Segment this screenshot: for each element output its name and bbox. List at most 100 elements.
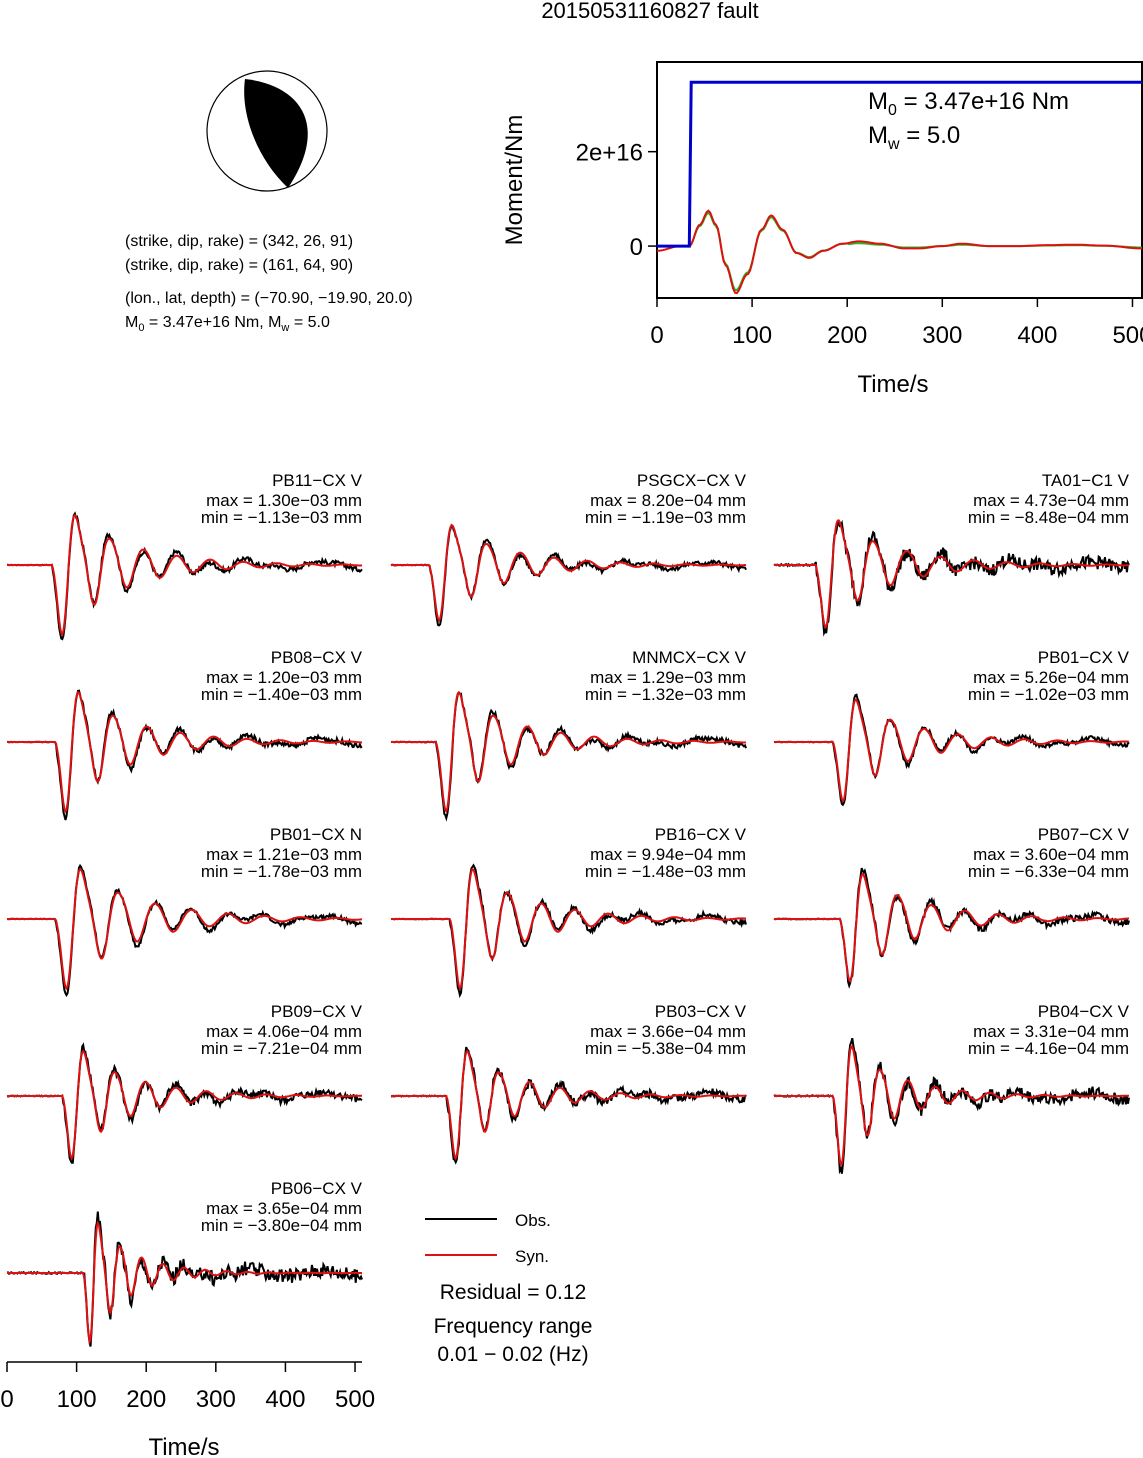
moment-x-tick-label: 0	[650, 322, 663, 349]
moment-rate-red-curve	[656, 209, 1142, 295]
moment-magnitude-line: M0 = 3.47e+16 Nm, Mw = 5.0	[125, 314, 330, 334]
observed-trace	[6, 1042, 363, 1164]
moment-x-tick-label: 500	[1112, 322, 1143, 349]
station-name: PB07−CX V	[1038, 825, 1130, 844]
station-max: max = 4.06e−04 mm	[206, 1022, 362, 1041]
moment-x-tick-label: 300	[922, 322, 962, 349]
synthetic-trace	[774, 519, 1130, 629]
observed-trace	[6, 863, 363, 998]
waveform-x-tick-label: 300	[196, 1386, 236, 1413]
synthetic-trace	[391, 867, 747, 991]
legend: Obs. Syn. Residual = 0.12 Frequency rang…	[425, 1211, 592, 1366]
station-max: max = 1.20e−03 mm	[206, 668, 362, 687]
station-name: PB04−CX V	[1038, 1002, 1130, 1021]
observed-trace	[773, 1037, 1130, 1175]
moment-y-tick-label: 0	[630, 234, 643, 261]
location-depth: (lon., lat, depth) = (−70.90, −19.90, 20…	[125, 290, 413, 307]
station-name: PB08−CX V	[271, 648, 363, 667]
synthetic-trace	[391, 1049, 746, 1161]
waveform-x-tick-label: 0	[0, 1386, 13, 1413]
frequency-range-value: 0.01 − 0.02 (Hz)	[437, 1343, 588, 1366]
mechanism-info: (strike, dip, rake) = (342, 26, 91) (str…	[125, 233, 413, 334]
station-name: MNMCX−CX V	[632, 648, 746, 667]
station-min: min = −1.19e−03 mm	[585, 508, 746, 527]
figure-title: 20150531160827 fault	[541, 0, 758, 23]
station-name: PB06−CX V	[271, 1179, 363, 1198]
observed-trace	[7, 511, 363, 641]
station-max: max = 4.73e−04 mm	[973, 491, 1129, 510]
compressional-quadrant	[244, 79, 308, 188]
station-max: max = 8.20e−04 mm	[590, 491, 746, 510]
moment-x-tick-label: 200	[827, 322, 867, 349]
synthetic-trace	[7, 513, 363, 636]
synthetic-trace	[7, 690, 363, 814]
station-min: min = −7.21e−04 mm	[201, 1039, 362, 1058]
moment-rate-panel: 010020030040050002e+16 M0 = 3.47e+16 Nm …	[501, 61, 1143, 398]
station-min: min = −4.16e−04 mm	[968, 1039, 1129, 1058]
synthetic-trace	[7, 867, 363, 991]
station-name: PB11−CX V	[272, 471, 363, 490]
observed-trace	[773, 693, 1130, 807]
moment-m0-label: M0 = 3.47e+16 Nm	[868, 88, 1069, 119]
synthetic-trace	[391, 524, 746, 623]
synthetic-trace	[774, 698, 1130, 803]
station-max: max = 5.26e−04 mm	[973, 668, 1129, 687]
nodal-plane-1: (strike, dip, rake) = (342, 26, 91)	[125, 233, 353, 250]
observed-trace	[390, 863, 747, 999]
nodal-plane-2: (strike, dip, rake) = (161, 64, 90)	[125, 257, 353, 274]
station-max: max = 3.31e−04 mm	[973, 1022, 1129, 1041]
station-max: max = 1.21e−03 mm	[206, 845, 362, 864]
station-name: TA01−C1 V	[1042, 471, 1130, 490]
residual-label: Residual = 0.12	[440, 1281, 587, 1304]
legend-syn-label: Syn.	[515, 1247, 549, 1266]
moment-mw-label: Mw = 5.0	[868, 122, 960, 153]
station-min: min = −3.80e−04 mm	[201, 1216, 362, 1235]
moment-x-axis-label: Time/s	[857, 371, 928, 398]
station-name: PB03−CX V	[655, 1002, 747, 1021]
station-min: min = −1.78e−03 mm	[201, 862, 362, 881]
moment-axes: 0 100 200 300 400 500 0 2e+16	[576, 140, 1143, 349]
station-name: PSGCX−CX V	[637, 471, 747, 490]
waveform-x-tick-label: 400	[265, 1386, 305, 1413]
waveform-time-axis: 0 100 200 300 400 500	[0, 1361, 375, 1413]
observed-trace	[7, 689, 363, 821]
station-name: PB01−CX N	[270, 825, 362, 844]
station-max: max = 3.65e−04 mm	[206, 1199, 362, 1218]
frequency-range-title: Frequency range	[434, 1315, 593, 1338]
station-min: min = −1.13e−03 mm	[201, 508, 362, 527]
synthetic-trace	[7, 1049, 362, 1161]
waveform-x-tick-label: 200	[126, 1386, 166, 1413]
observed-trace	[390, 1046, 747, 1165]
station-min: min = −5.38e−04 mm	[585, 1039, 746, 1058]
moment-x-tick-label: 400	[1017, 322, 1057, 349]
waveform-x-tick-label: 500	[335, 1386, 375, 1413]
station-min: min = −8.48e−04 mm	[968, 508, 1129, 527]
synthetic-trace	[774, 872, 1129, 983]
waveform-x-tick-label: 100	[57, 1386, 97, 1413]
moment-x-tick-label: 100	[732, 322, 772, 349]
legend-obs-label: Obs.	[515, 1211, 551, 1230]
station-max: max = 1.29e−03 mm	[590, 668, 746, 687]
station-name: PB01−CX V	[1038, 648, 1130, 667]
station-min: min = −1.32e−03 mm	[585, 685, 746, 704]
synthetic-trace	[391, 690, 747, 813]
station-max: max = 9.94e−04 mm	[590, 845, 746, 864]
synthetic-trace	[774, 1045, 1129, 1167]
cumulative-moment-curve	[657, 80, 1142, 248]
station-min: min = −1.02e−03 mm	[968, 685, 1129, 704]
station-max: max = 3.60e−04 mm	[973, 845, 1129, 864]
